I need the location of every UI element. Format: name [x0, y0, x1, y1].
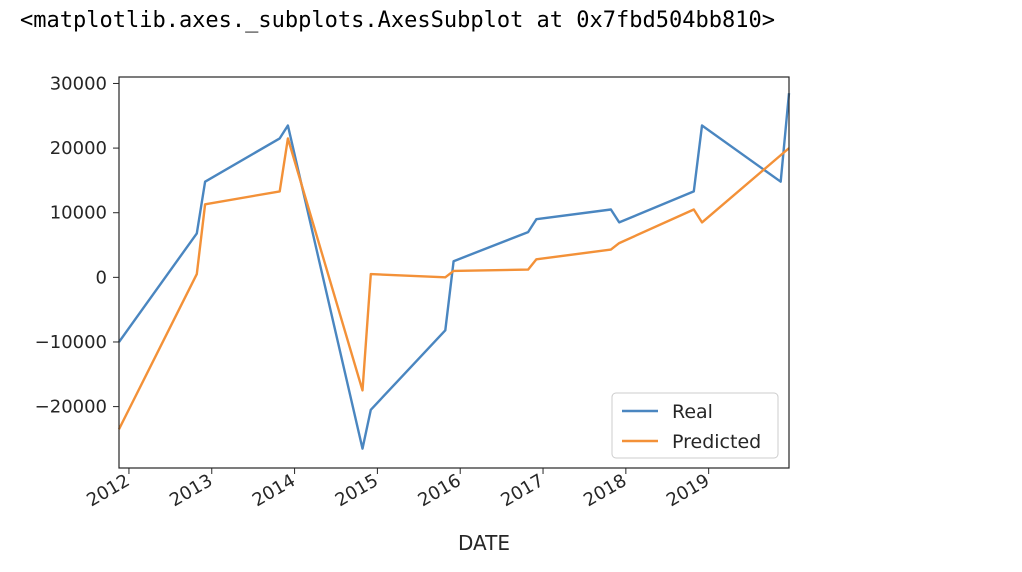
x-tick-label: 2014 [249, 470, 299, 511]
x-axis-label: DATE [458, 531, 510, 555]
y-tick-label: −20000 [35, 397, 107, 418]
x-tick-label: 2016 [415, 470, 465, 511]
y-tick-label: 20000 [50, 138, 107, 159]
y-axis-ticks: −20000 −10000 0 10000 20000 30000 [35, 73, 119, 418]
y-tick-label: 10000 [50, 203, 107, 224]
series-line-predicted [117, 137, 790, 430]
y-tick-label: 30000 [50, 73, 107, 94]
series-layer [117, 93, 791, 450]
x-tick-label: 2017 [497, 470, 547, 511]
legend-label-real: Real [672, 401, 713, 423]
output-repr-text: <matplotlib.axes._subplots.AxesSubplot a… [20, 8, 775, 33]
x-tick-label: 2018 [580, 470, 630, 511]
legend: Real Predicted [611, 392, 779, 459]
y-tick-label: −10000 [35, 332, 107, 353]
x-tick-label: 2012 [83, 470, 133, 511]
series-line-real [118, 93, 791, 450]
x-tick-label: 2015 [332, 470, 382, 511]
legend-label-predicted: Predicted [672, 431, 761, 453]
axes-frame [118, 76, 790, 469]
x-tick-label: 2013 [166, 470, 216, 511]
x-axis-ticks: 2012 2013 2014 2015 2016 2017 2018 2019 [83, 468, 713, 511]
x-tick-label: 2019 [663, 470, 713, 511]
y-tick-label: 0 [96, 267, 107, 288]
